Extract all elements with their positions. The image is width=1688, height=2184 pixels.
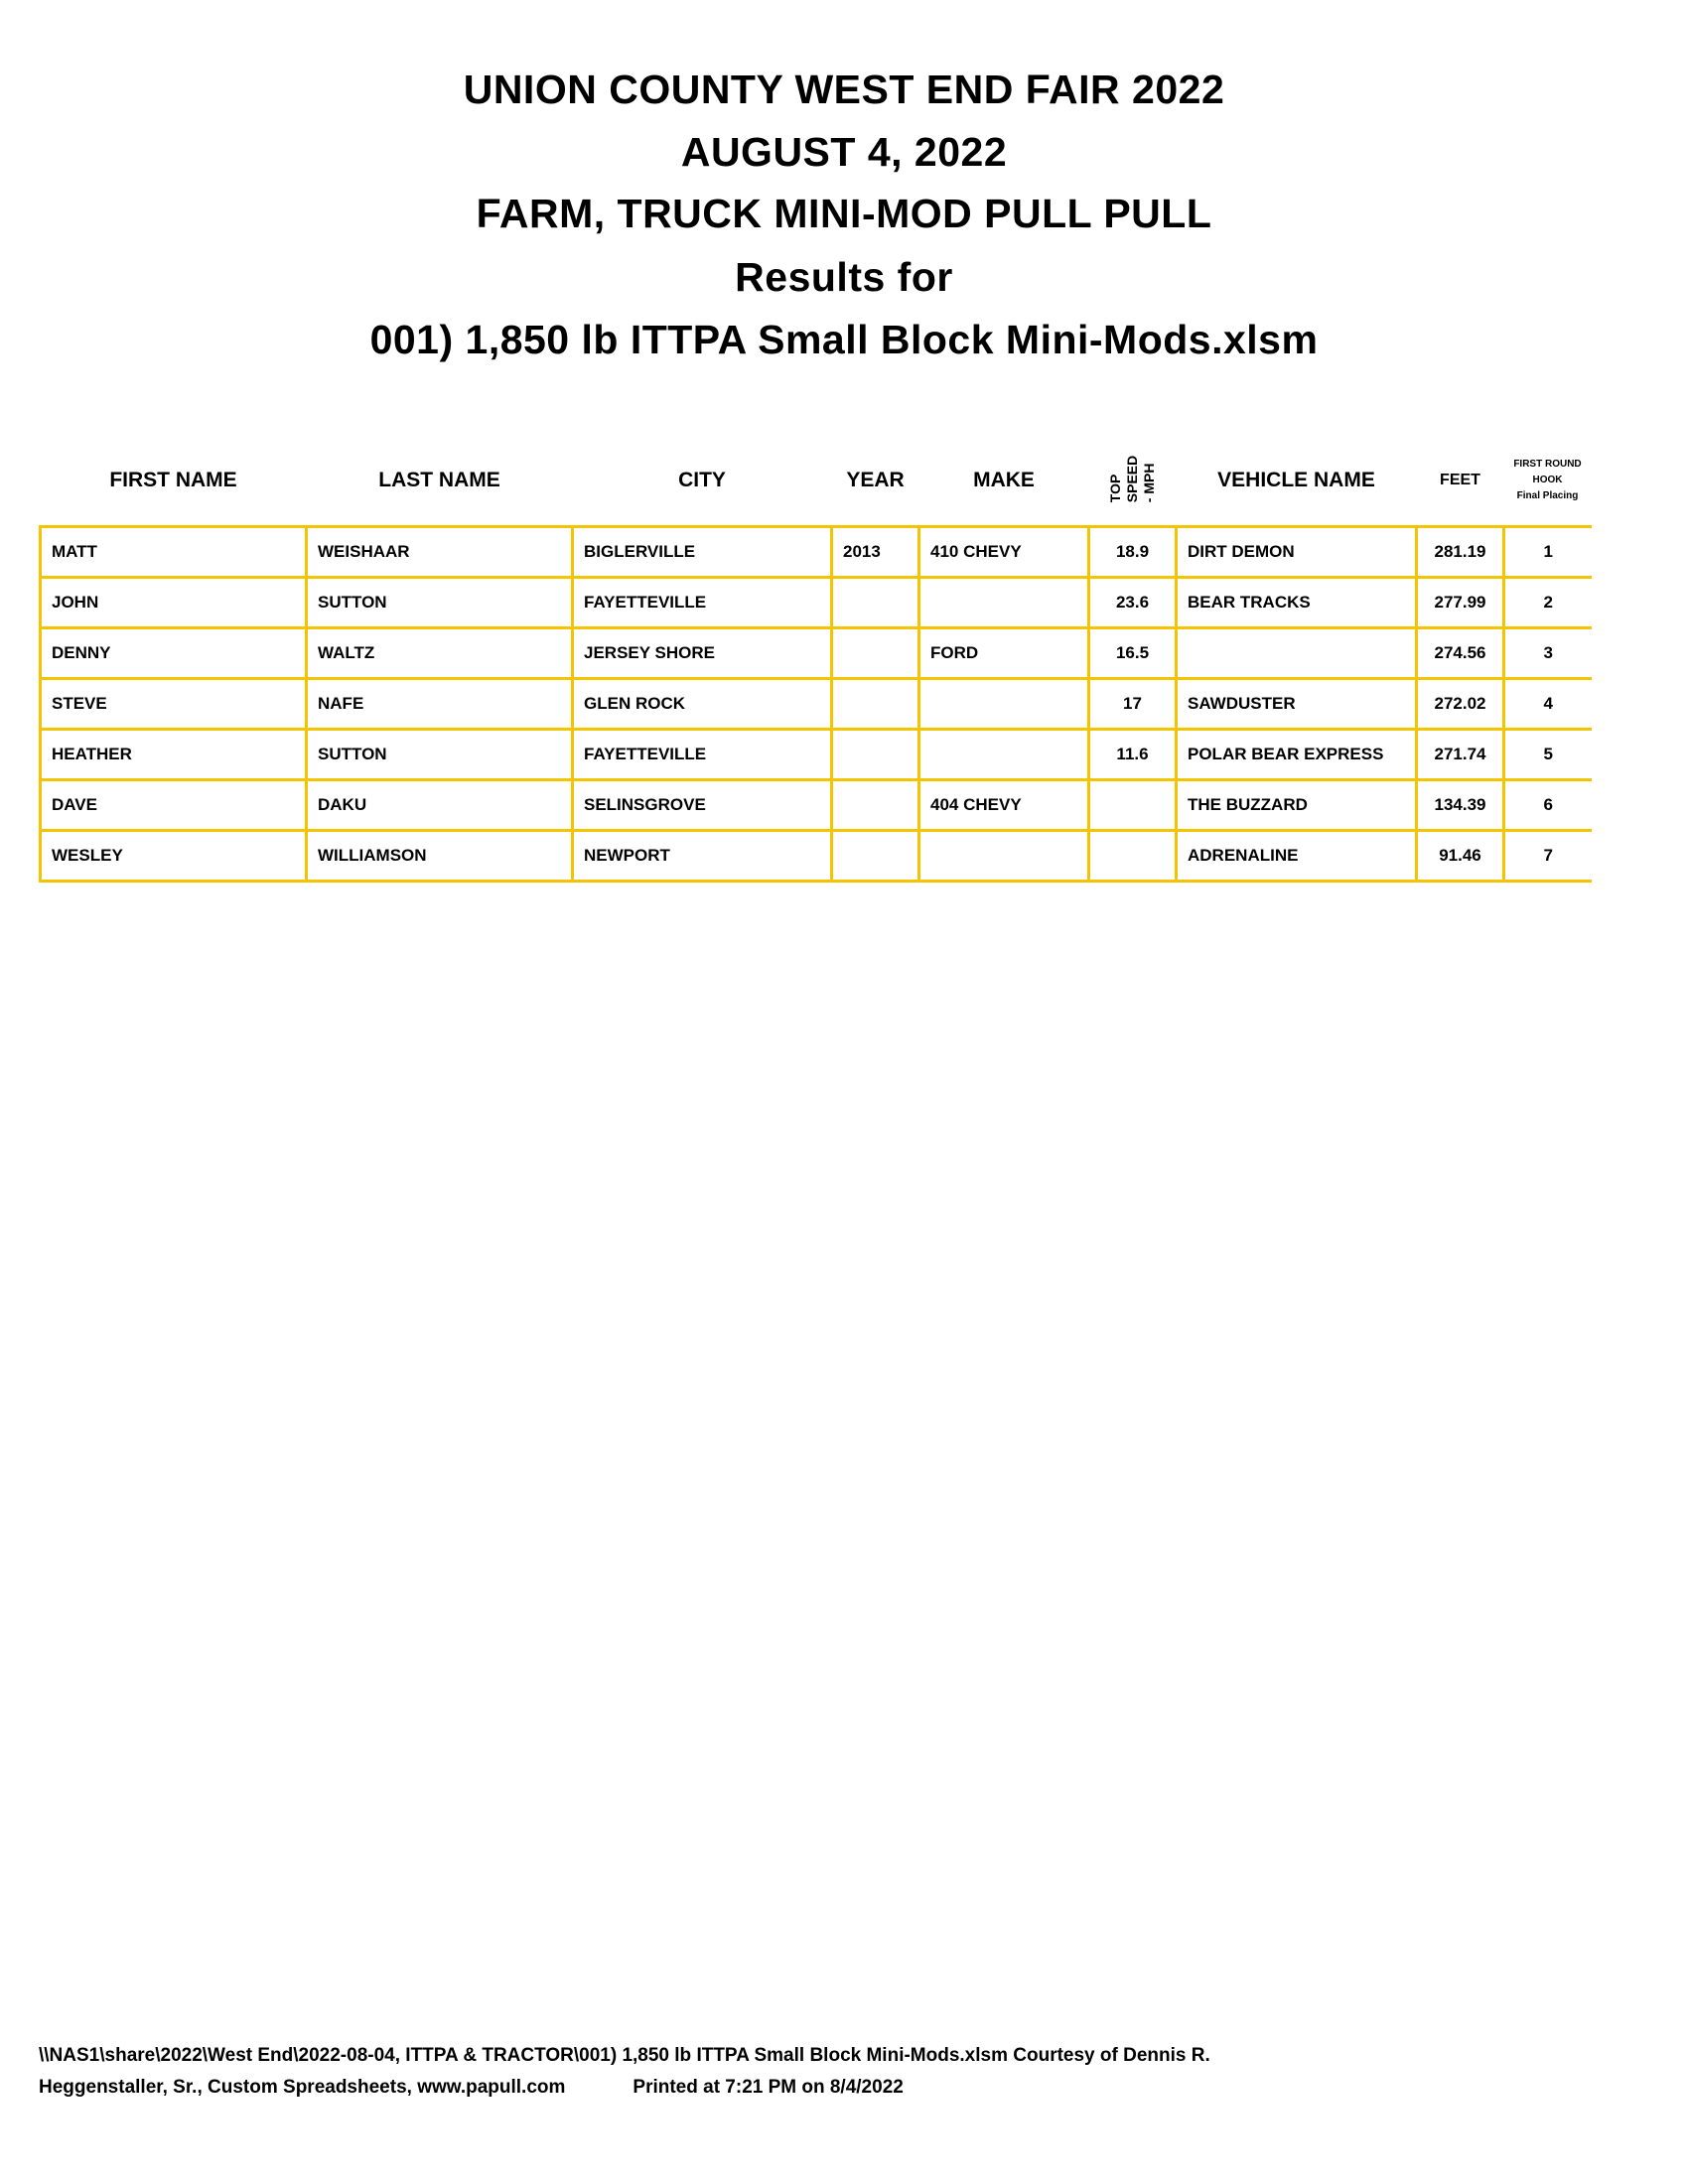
cell-vehicle-name: THE BUZZARD [1175,778,1417,832]
footer-credit: Heggenstaller, Sr., Custom Spreadsheets,… [39,2077,566,2098]
header-placing-line3: Final Placing [1516,489,1579,501]
cell-year [830,576,919,629]
event-name: FARM, TRUCK MINI-MOD PULL PULL [476,191,1212,236]
cell-placing: 3 [1502,626,1592,680]
cell-top-speed [1087,829,1177,883]
cell-top-speed: 16.5 [1087,626,1177,680]
results-for: Results for [735,254,953,300]
cell-year [830,728,919,781]
header-make: MAKE [973,468,1035,491]
header-top-speed-line3: - MPH [1141,463,1157,503]
cell-city: SELINSGROVE [571,778,832,832]
fair-title: UNION COUNTY WEST END FAIR 2022 [463,67,1225,112]
cell-year [830,829,919,883]
cell-city: JERSEY SHORE [571,626,832,680]
header-year: YEAR [846,468,905,491]
cell-placing: 7 [1502,829,1592,883]
cell-first-name: HEATHER [39,728,307,781]
cell-make: 404 CHEVY [917,778,1089,832]
cell-feet: 271.74 [1415,728,1504,781]
cell-last-name: NAFE [305,677,573,731]
cell-city: NEWPORT [571,829,832,883]
cell-first-name: MATT [39,525,307,579]
footer-printed: Printed at 7:21 PM on 8/4/2022 [633,2077,904,2098]
cell-year [830,626,919,680]
cell-last-name: WEISHAAR [305,525,573,579]
cell-top-speed: 18.9 [1087,525,1177,579]
cell-feet: 281.19 [1415,525,1504,579]
table-row: DENNY WALTZ JERSEY SHORE FORD 16.5 274.56 3 [39,626,1592,680]
header-row: FIRST NAME LAST NAME CITY YEAR MAKE TOP S… [41,435,1592,527]
header-placing-line2: HOOK [1532,474,1563,485]
cell-first-name: WESLEY [39,829,307,883]
header-last-name: LAST NAME [378,468,500,491]
cell-placing: 2 [1502,576,1592,629]
cell-placing: 5 [1502,728,1592,781]
header-first-name: FIRST NAME [109,468,237,491]
cell-first-name: JOHN [39,576,307,629]
cell-last-name: DAKU [305,778,573,832]
cell-vehicle-name: BEAR TRACKS [1175,576,1417,629]
header-city: CITY [678,468,726,491]
header-top-speed-line2: SPEED [1124,455,1140,503]
cell-last-name: SUTTON [305,576,573,629]
footer-path: \\NAS1\share\2022\West End\2022-08-04, I… [39,2045,1210,2066]
cell-city: FAYETTEVILLE [571,728,832,781]
event-date: AUGUST 4, 2022 [680,129,1008,175]
cell-vehicle-name: DIRT DEMON [1175,525,1417,579]
header-feet: FEET [1440,471,1480,488]
cell-make [917,576,1089,629]
cell-year [830,677,919,731]
cell-feet: 91.46 [1415,829,1504,883]
cell-first-name: DENNY [39,626,307,680]
cell-placing: 1 [1502,525,1592,579]
cell-year [830,778,919,832]
cell-make: 410 CHEVY [917,525,1089,579]
cell-last-name: SUTTON [305,728,573,781]
cell-feet: 134.39 [1415,778,1504,832]
table-row: WESLEY WILLIAMSON NEWPORT ADRENALINE 91.46 7 [39,829,1592,883]
cell-city: GLEN ROCK [571,677,832,731]
cell-make [917,728,1089,781]
cell-first-name: STEVE [39,677,307,731]
table-row: DAVE DAKU SELINSGROVE 404 CHEVY THE BUZZARD 1… [39,778,1592,832]
footer: \\NAS1\share\2022\West End\2022-08-04, I… [39,2040,1588,2104]
cell-make: FORD [917,626,1089,680]
cell-top-speed [1087,778,1177,832]
cell-make [917,829,1089,883]
cell-vehicle-name: SAWDUSTER [1175,677,1417,731]
header-vehicle-name: VEHICLE NAME [1217,468,1375,491]
table-row: HEATHER SUTTON FAYETTEVILLE 11.6 POLAR BEAR … [39,728,1592,781]
cell-feet: 272.02 [1415,677,1504,731]
cell-placing: 4 [1502,677,1592,731]
cell-make [917,677,1089,731]
cell-vehicle-name [1175,626,1417,680]
cell-first-name: DAVE [39,778,307,832]
class-name: 001) 1,850 lb ITTPA Small Block Mini-Mod… [369,317,1319,362]
cell-year: 2013 [830,525,919,579]
header-placing-line1: FIRST ROUND [1513,458,1582,470]
header-top-speed-line1: TOP [1107,474,1123,503]
cell-top-speed: 23.6 [1087,576,1177,629]
cell-feet: 277.99 [1415,576,1504,629]
cell-last-name: WILLIAMSON [305,829,573,883]
cell-feet: 274.56 [1415,626,1504,680]
cell-city: FAYETTEVILLE [571,576,832,629]
results-table: FIRST NAME LAST NAME CITY YEAR MAKE TOP S… [39,435,1592,883]
table-row: JOHN SUTTON FAYETTEVILLE 23.6 BEAR TRACKS 277… [39,576,1592,629]
table-row: MATT WEISHAAR BIGLERVILLE 2013 410 CHEVY 18.9… [39,525,1592,579]
cell-top-speed: 11.6 [1087,728,1177,781]
cell-last-name: WALTZ [305,626,573,680]
cell-vehicle-name: ADRENALINE [1175,829,1417,883]
cell-vehicle-name: POLAR BEAR EXPRESS [1175,728,1417,781]
header-placing: FIRST ROUND HOOK Final Placing [1504,435,1592,527]
cell-placing: 6 [1502,778,1592,832]
cell-top-speed: 17 [1087,677,1177,731]
cell-city: BIGLERVILLE [571,525,832,579]
table-row: STEVE NAFE GLEN ROCK 17 SAWDUSTER 272.02 4 [39,677,1592,731]
header-top-speed: TOP SPEED - MPH [1089,435,1177,527]
